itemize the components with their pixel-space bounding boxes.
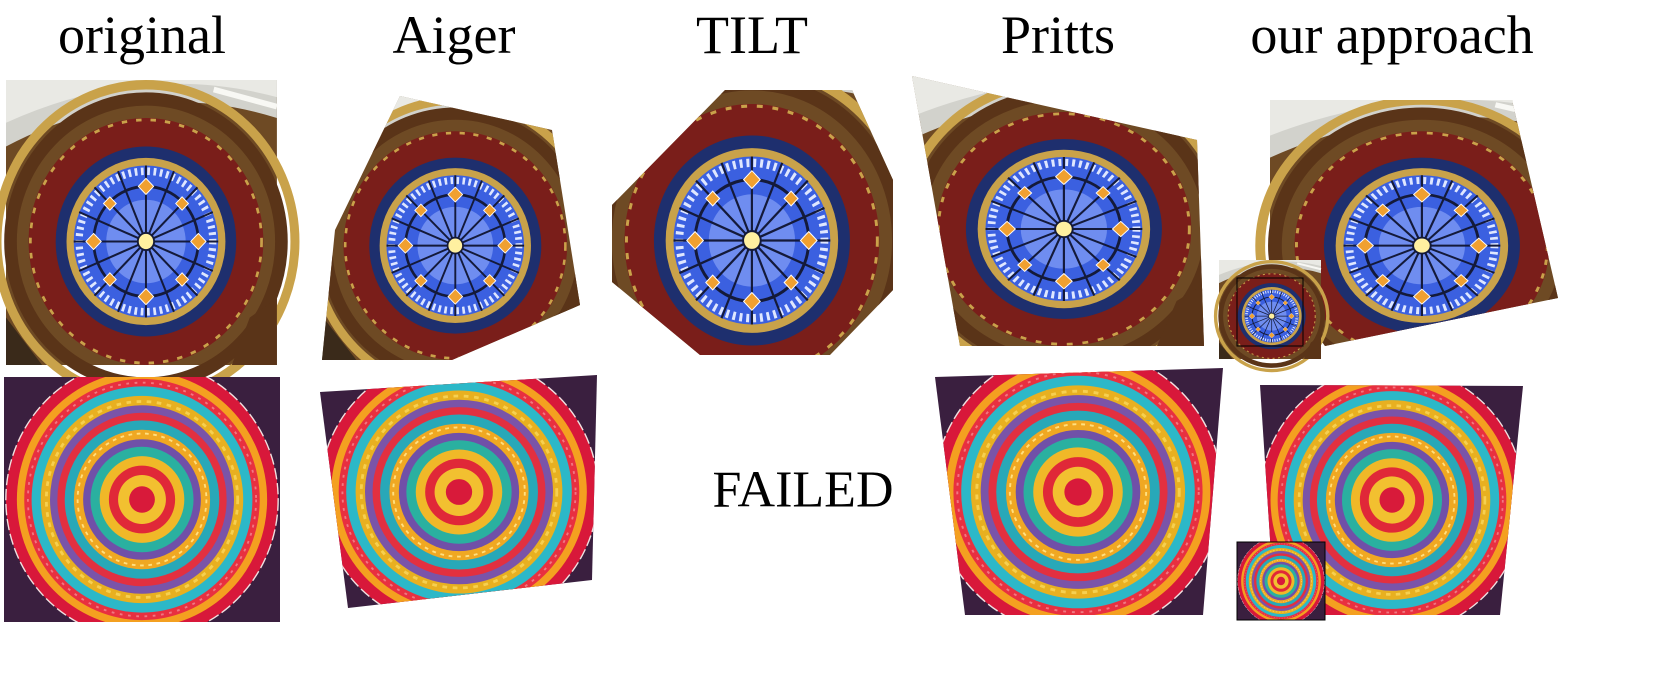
header-aiger: Aiger	[392, 5, 516, 65]
doily-original-image	[4, 377, 280, 622]
header-our-approach: our approach	[1250, 5, 1534, 65]
doily-pritts-image	[935, 368, 1223, 615]
header-tilt: TILT	[696, 5, 808, 65]
window-aiger-image	[313, 96, 597, 391]
window-original-image	[0, 80, 295, 398]
window-our-approach-inset	[1216, 260, 1328, 371]
doily-aiger-image	[320, 375, 597, 608]
header-original: original	[58, 5, 226, 65]
header-pritts: Pritts	[1000, 5, 1116, 65]
window-pritts-image	[902, 76, 1225, 378]
tilt-failed-label: FAILED	[712, 461, 894, 519]
doily-our-approach-inset	[1236, 541, 1326, 621]
window-tilt-image	[590, 62, 913, 414]
